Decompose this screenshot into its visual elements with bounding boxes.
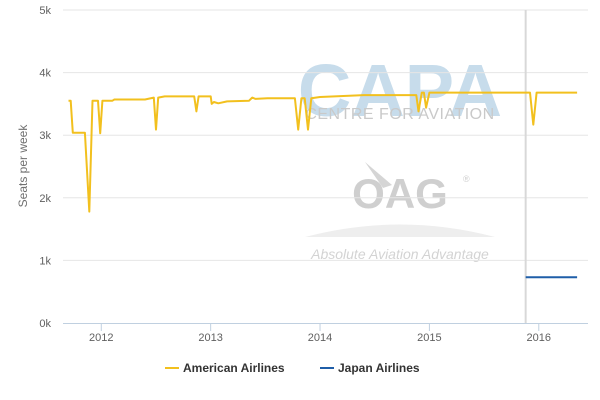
oag-watermark-text: OAG bbox=[352, 170, 448, 217]
x-tick-label: 2015 bbox=[417, 332, 441, 344]
oag-swoosh-icon bbox=[365, 162, 392, 188]
y-axis-label: Seats per week bbox=[16, 124, 30, 208]
x-tick-label: 2014 bbox=[308, 332, 332, 344]
y-tick-label: 5k bbox=[39, 5, 51, 17]
capa-watermark-subtitle: CENTRE FOR AVIATION bbox=[305, 106, 494, 123]
capa-watermark-text: CAPA bbox=[298, 49, 502, 132]
y-axis-ticks: 0k 1k 2k 3k 4k 5k bbox=[39, 5, 51, 330]
y-tick-label: 2k bbox=[39, 193, 51, 205]
legend: American Airlines Japan Airlines bbox=[165, 361, 420, 375]
y-tick-label: 4k bbox=[39, 68, 51, 80]
oag-wedge-shape bbox=[305, 224, 495, 237]
watermark: CAPA CENTRE FOR AVIATION OAG ® Absolute … bbox=[298, 49, 502, 262]
oag-registered-mark: ® bbox=[463, 174, 470, 184]
x-tick-label: 2013 bbox=[198, 332, 222, 344]
legend-item-label[interactable]: American Airlines bbox=[183, 361, 285, 375]
y-tick-label: 3k bbox=[39, 130, 51, 142]
series-line-0[interactable] bbox=[68, 91, 578, 213]
series-layer bbox=[68, 91, 578, 279]
oag-tagline: Absolute Aviation Advantage bbox=[310, 246, 489, 262]
y-tick-label: 0k bbox=[39, 318, 51, 330]
x-axis-ticks: 2012 2013 2014 2015 2016 bbox=[89, 323, 551, 344]
x-tick-label: 2016 bbox=[527, 332, 551, 344]
gridlines bbox=[63, 9, 588, 261]
y-tick-label: 1k bbox=[39, 255, 51, 267]
x-tick-label: 2012 bbox=[89, 332, 113, 344]
legend-item-label[interactable]: Japan Airlines bbox=[338, 361, 420, 375]
